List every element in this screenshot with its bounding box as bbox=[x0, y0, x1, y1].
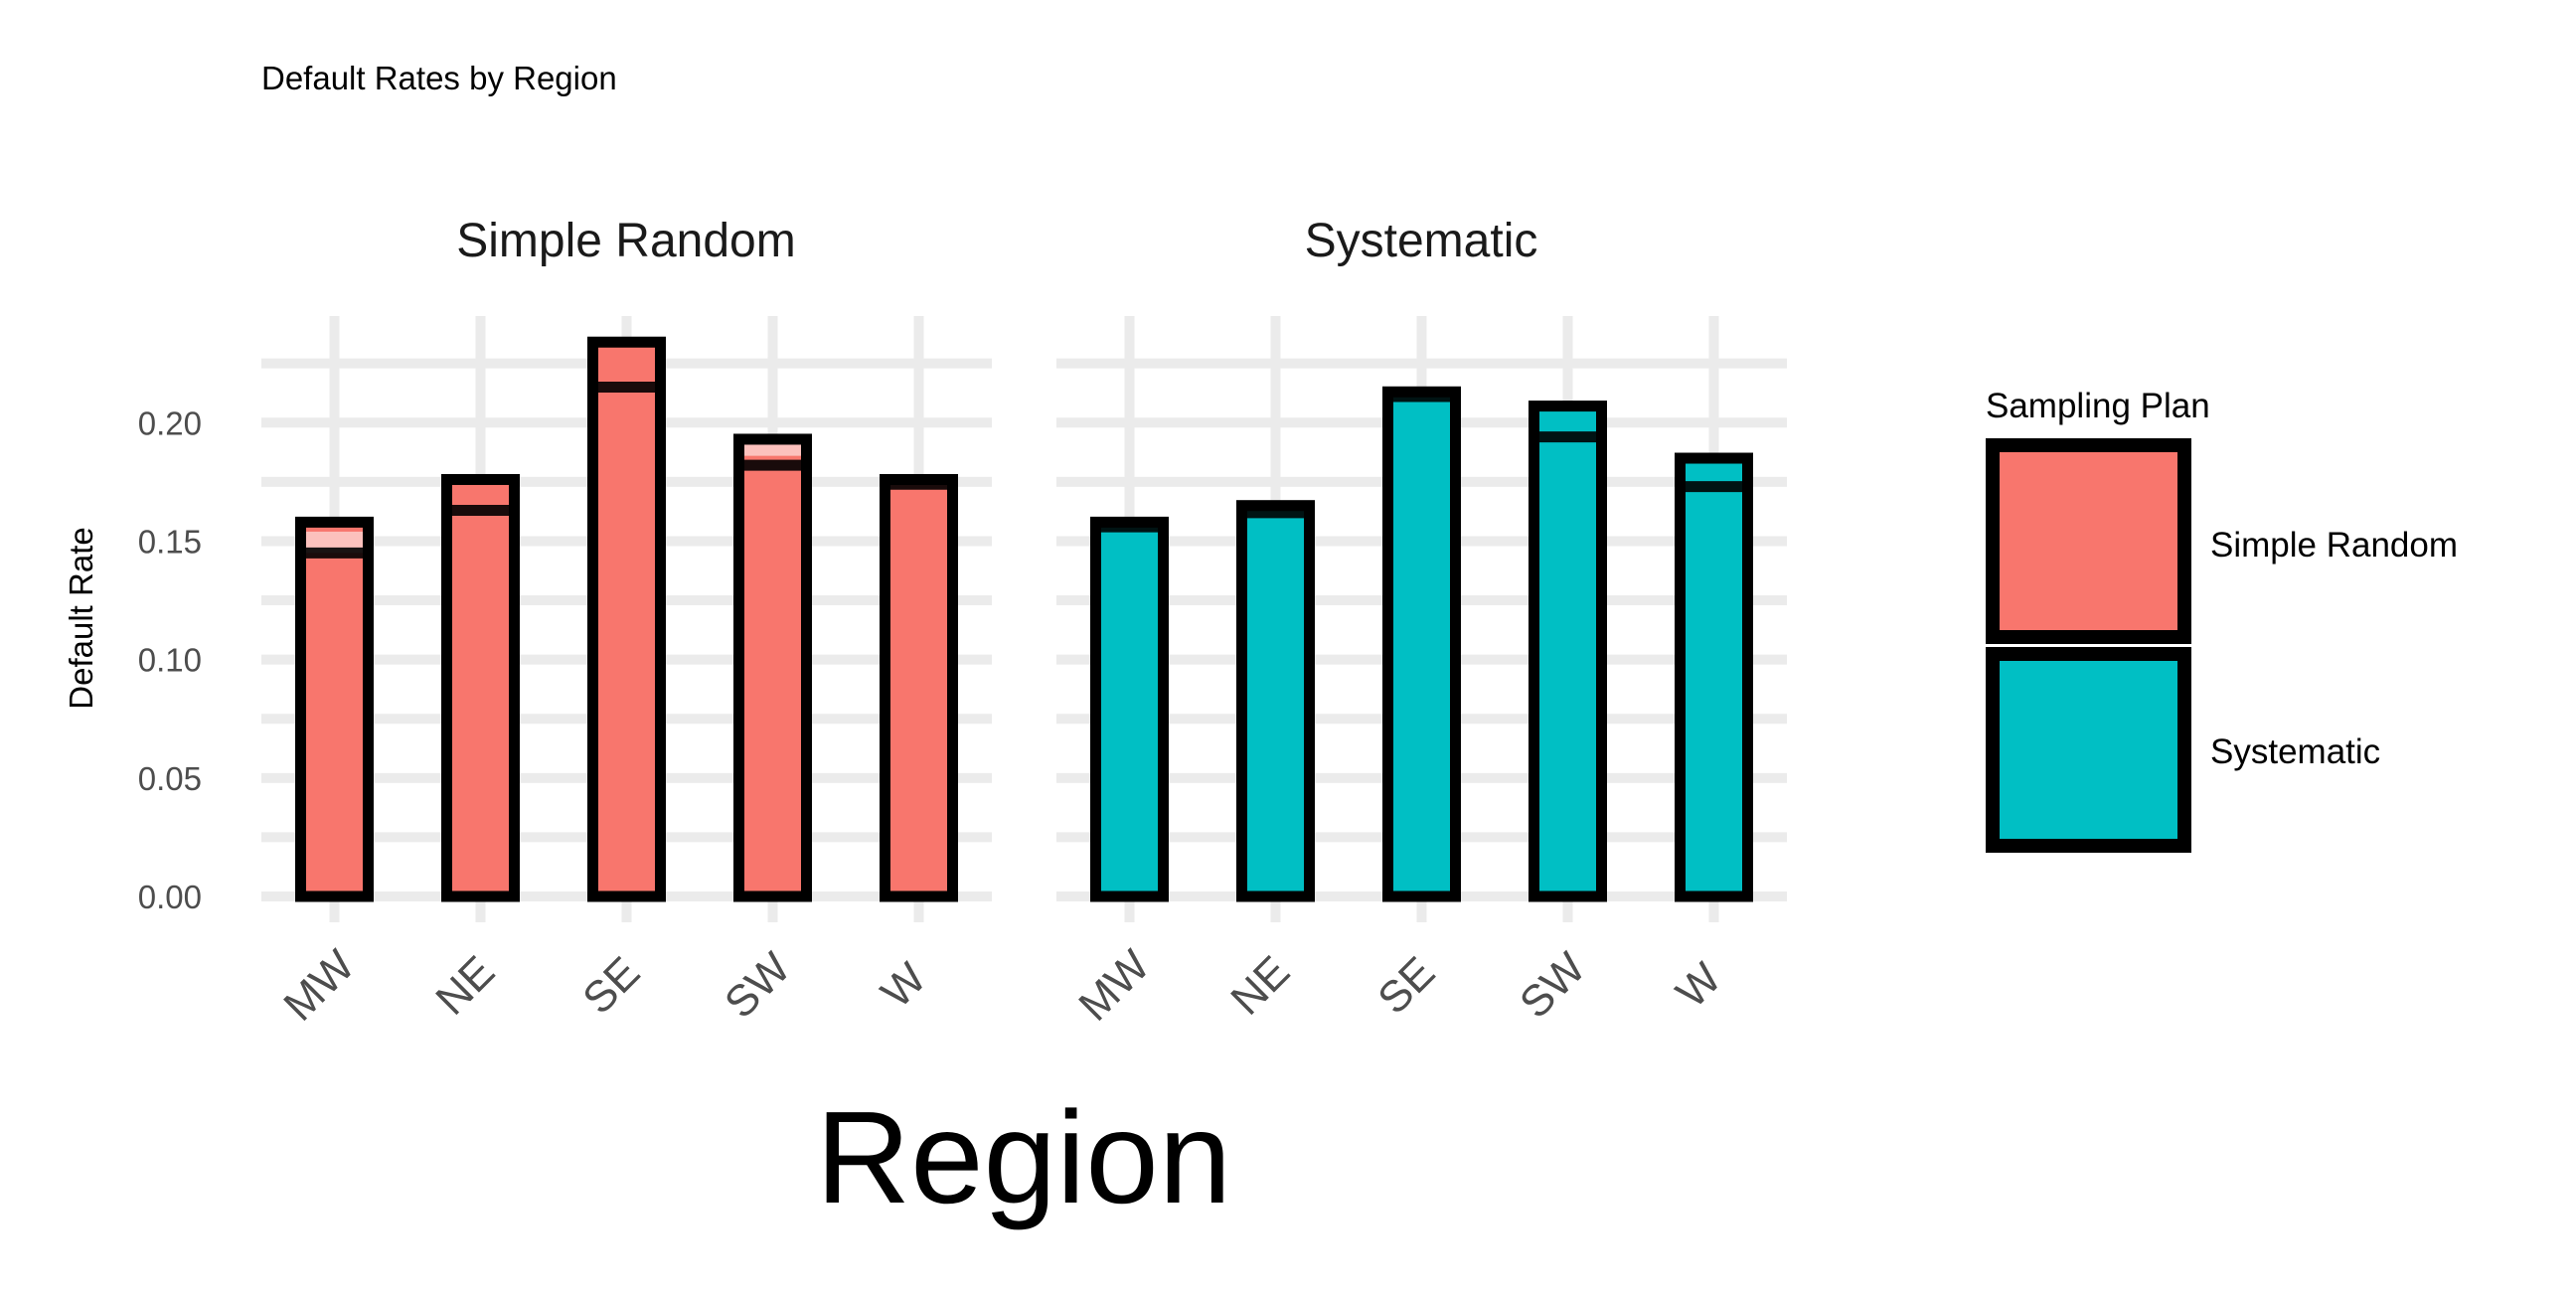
chart-title: Default Rates by Region bbox=[261, 60, 617, 96]
x-tick-label: SE bbox=[1368, 948, 1444, 1024]
bar-1-MW bbox=[1095, 522, 1164, 896]
bar-group-1-MW bbox=[1090, 516, 1169, 902]
panel-title-0: Simple Random bbox=[456, 215, 795, 267]
bar-1-W bbox=[1680, 458, 1748, 896]
legend-title: Sampling Plan bbox=[1986, 387, 2210, 425]
x-tick-label: MW bbox=[274, 940, 364, 1030]
y-tick-label: 0.20 bbox=[138, 404, 202, 441]
y-tick-label: 0.10 bbox=[138, 642, 202, 679]
bar-outline bbox=[1382, 386, 1461, 902]
bar-0-MW bbox=[300, 522, 369, 896]
bar-0-SW bbox=[738, 438, 807, 896]
y-tick-label: 0.00 bbox=[138, 879, 202, 915]
bar-1-SE bbox=[1387, 392, 1456, 896]
bar-outline bbox=[1675, 452, 1753, 902]
y-tick-label: 0.05 bbox=[138, 760, 202, 797]
bar-group-0-W bbox=[880, 473, 958, 902]
x-tick-label: NE bbox=[426, 947, 504, 1025]
bar-1-NE bbox=[1241, 505, 1310, 896]
x-tick-label: SW bbox=[716, 943, 800, 1028]
bar-0-W bbox=[885, 479, 953, 896]
bar-group-1-W bbox=[1675, 452, 1753, 902]
bar-1-SW bbox=[1533, 405, 1602, 896]
y-axis: 0.00 0.05 0.10 0.15 0.20 bbox=[138, 404, 202, 915]
bar-outline bbox=[1236, 500, 1315, 902]
x-tick-label: W bbox=[1667, 953, 1730, 1017]
bar-highlight bbox=[738, 443, 807, 456]
y-axis-label: Default Rate bbox=[63, 527, 99, 709]
legend-key-simple-random bbox=[1986, 438, 2191, 644]
x-axis-label: Region bbox=[816, 1084, 1231, 1230]
bar-outline bbox=[880, 473, 958, 902]
legend: Sampling Plan Simple Random Systematic bbox=[1986, 387, 2458, 853]
bar-outline bbox=[733, 433, 812, 902]
x-tick-label: W bbox=[872, 953, 935, 1017]
bar-group-1-SE bbox=[1382, 386, 1461, 902]
bar-outline bbox=[295, 516, 374, 902]
bar-group-0-MW bbox=[295, 516, 374, 902]
bar-0-NE bbox=[446, 479, 515, 896]
bar-group-0-SE bbox=[587, 336, 666, 902]
x-tick-label: SW bbox=[1511, 943, 1595, 1028]
bar-group-1-NE bbox=[1236, 500, 1315, 902]
x-tick-label: NE bbox=[1221, 947, 1299, 1025]
bar-group-0-SW bbox=[733, 433, 812, 902]
bar-0-SE bbox=[592, 342, 661, 896]
bar-outline bbox=[441, 473, 520, 902]
bar-outline bbox=[1529, 401, 1607, 902]
bars-layer bbox=[295, 336, 1753, 902]
bar-outline bbox=[587, 336, 666, 902]
bar-outline bbox=[1090, 516, 1169, 902]
bar-group-1-SW bbox=[1529, 401, 1607, 902]
bar-group-0-NE bbox=[441, 473, 520, 902]
legend-label-simple-random: Simple Random bbox=[2210, 526, 2458, 565]
panel-title-1: Systematic bbox=[1305, 215, 1538, 267]
x-tick-label: MW bbox=[1069, 940, 1159, 1030]
y-tick-label: 0.15 bbox=[138, 523, 202, 560]
x-axis: MW NE SE SW W MW NE SE SW W bbox=[274, 940, 1730, 1030]
legend-key-systematic bbox=[1986, 647, 2191, 853]
x-tick-label: SE bbox=[573, 948, 649, 1024]
legend-label-systematic: Systematic bbox=[2210, 732, 2380, 771]
